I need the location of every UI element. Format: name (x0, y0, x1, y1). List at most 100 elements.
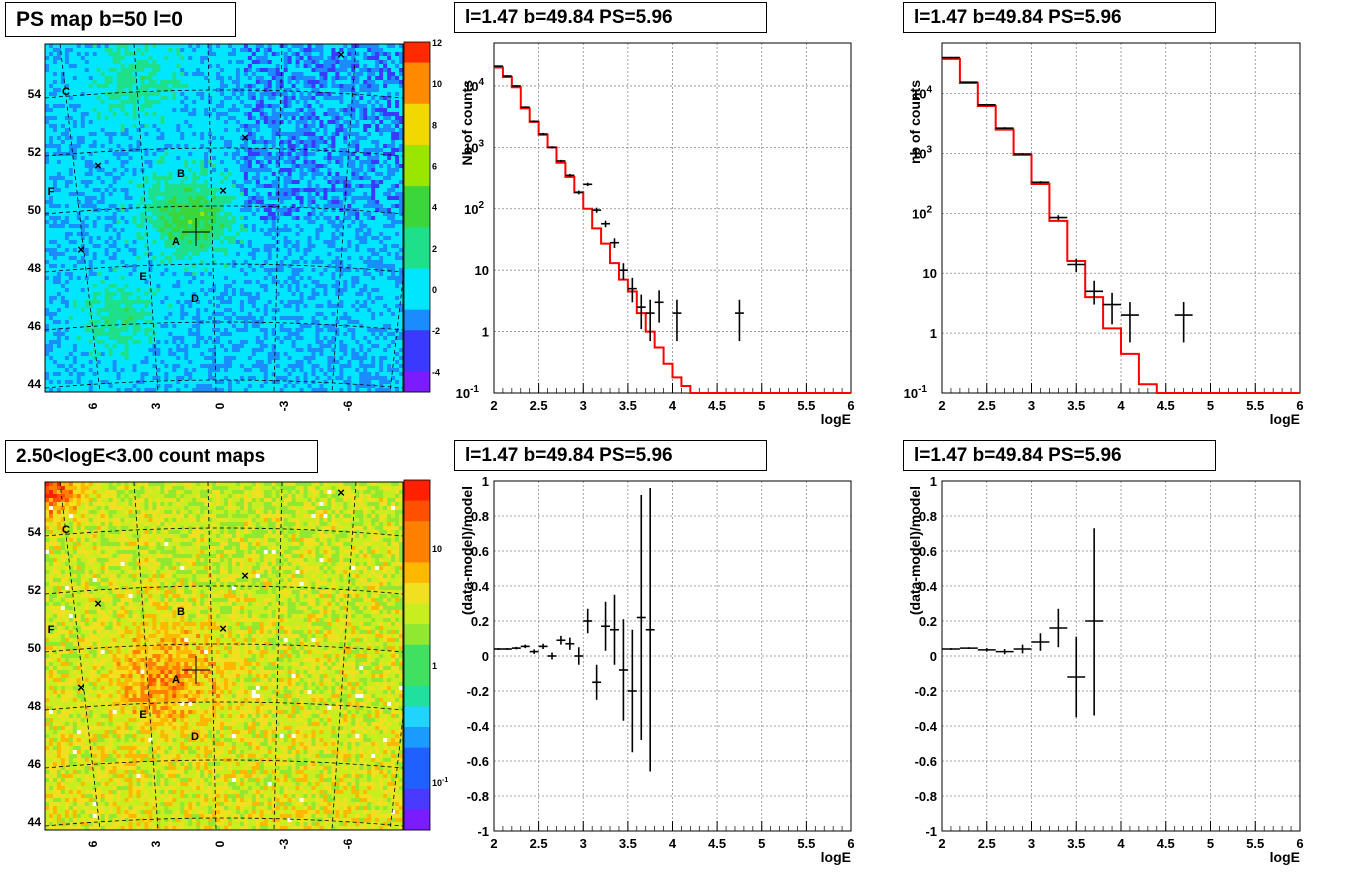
ps-map-pixel (395, 112, 400, 117)
ps-map-pixel (156, 132, 161, 137)
ps-map-pixel (351, 220, 356, 225)
ps-map-pixel (263, 192, 269, 197)
ps-map-pixel (247, 224, 253, 229)
ps-map-pixel (263, 204, 269, 209)
ps-map-pixel (132, 124, 137, 129)
ps-map-pixel (259, 184, 265, 189)
ps-map-pixel (200, 64, 205, 69)
ps-map-pixel (351, 76, 356, 81)
ps-map-pixel (152, 92, 157, 97)
ps-map-pixel (335, 92, 340, 97)
ps-map-pixel (255, 184, 261, 189)
ps-map-pixel (224, 228, 229, 233)
ps-map-pixel (104, 216, 110, 221)
ps-map-pixel (48, 76, 54, 81)
ps-map-pixel (339, 168, 344, 173)
ps-map-pixel (64, 176, 70, 181)
ps-map-pixel (56, 48, 62, 53)
ps-map-pixel (64, 120, 70, 125)
ps-map-pixel (45, 252, 50, 257)
ps-map-pixel (148, 56, 153, 61)
ps-map-pixel (251, 100, 257, 105)
ps-map-pixel (399, 256, 404, 261)
ps-map-pixel (331, 164, 336, 169)
ps-map-pixel (120, 196, 125, 201)
ps-map-pixel (347, 52, 352, 57)
ps-map-pixel (363, 192, 368, 197)
ps-map-pixel (132, 228, 137, 233)
ps-map-pixel (212, 136, 217, 141)
ps-map-pixel (275, 148, 281, 153)
ps-map-pixel (299, 220, 304, 225)
ps-map-pixel (303, 152, 308, 157)
ps-map-pixel (331, 260, 336, 265)
ps-map-pixel (84, 240, 90, 245)
ps-map-pixel (128, 156, 133, 161)
ps-map-pixel (291, 260, 296, 265)
ps-map-pixel (275, 116, 281, 121)
ps-map-pixel (283, 112, 289, 117)
ps-map-pixel (303, 196, 308, 201)
ps-map-pixel (371, 116, 376, 121)
ps-map-pixel (383, 120, 388, 125)
ps-map-pixel (259, 220, 265, 225)
ps-map-pixel (355, 108, 360, 113)
ps-map-pixel (176, 140, 181, 145)
ps-map-pixel (192, 52, 197, 57)
ps-map-pixel (124, 128, 129, 133)
ps-map-pixel (92, 236, 98, 241)
ps-map-pixel (343, 48, 348, 53)
ps-map-pixel (112, 164, 117, 169)
ps-map-pixel (347, 44, 352, 49)
ps-map-pixel (299, 160, 304, 165)
ps-map-pixel (180, 60, 185, 65)
ps-map-pixel (192, 92, 197, 97)
ps-map-pixel (227, 108, 233, 113)
ps-map-pixel (235, 196, 241, 201)
ps-map-pixel (172, 68, 177, 73)
ps-map-pixel (140, 56, 145, 61)
ps-map-pixel (64, 200, 70, 205)
ps-map-pixel (283, 216, 289, 221)
ps-map-pixel (383, 260, 388, 265)
ps-map-pixel (375, 176, 380, 181)
ps-map-pixel (231, 140, 237, 145)
ps-map-pixel (148, 88, 153, 93)
ps-map-pixel (112, 240, 117, 245)
ps-map-pixel (291, 196, 296, 201)
ps-map-pixel (371, 96, 376, 101)
ps-map-pixel (88, 88, 94, 93)
ps-map-pixel (311, 156, 316, 161)
ps-map-pixel (204, 180, 209, 185)
ps-map-pixel (152, 216, 157, 221)
ps-map-pixel (375, 188, 380, 193)
ps-map-pixel (295, 224, 300, 229)
ps-map-pixel (395, 216, 400, 221)
ps-map-pixel (172, 72, 177, 77)
ps-map-pixel (216, 196, 221, 201)
ps-map-pixel (315, 188, 320, 193)
ps-map-pixel (52, 236, 58, 241)
ps-map-pixel (68, 120, 74, 125)
ps-map-pixel (144, 212, 149, 217)
ps-map-pixel (295, 84, 300, 89)
ps-map-pixel (235, 132, 241, 137)
ps-map-pixel (160, 116, 165, 121)
ps-map-pixel (327, 140, 332, 145)
ps-map-pixel (224, 164, 229, 169)
ps-map-pixel (168, 240, 173, 245)
ps-map-pixel (104, 220, 110, 225)
ps-map-pixel (208, 56, 213, 61)
ps-map-pixel (192, 56, 197, 61)
ps-map-pixel (108, 96, 114, 101)
ps-map-pixel (343, 260, 348, 265)
ps-map-pixel (104, 116, 110, 121)
ps-map-pixel (243, 176, 249, 181)
ps-map-pixel (395, 56, 400, 61)
ps-map-pixel (299, 108, 304, 113)
ps-map-pixel (116, 244, 121, 249)
ps-map-pixel (319, 208, 324, 213)
ps-map-pixel (383, 140, 388, 145)
ps-map-pixel (148, 248, 153, 253)
ps-map-pixel (239, 112, 245, 117)
